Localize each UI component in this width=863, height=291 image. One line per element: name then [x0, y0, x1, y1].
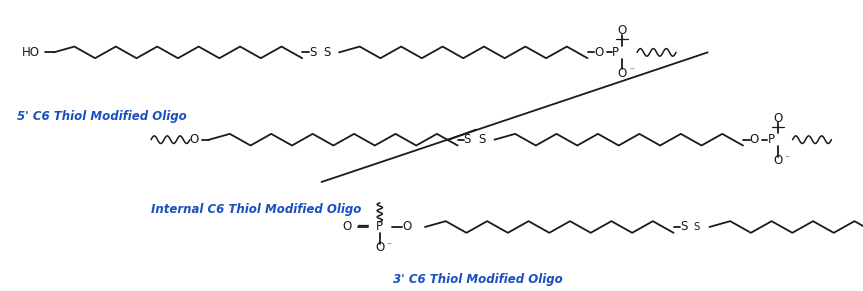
- Text: O: O: [750, 133, 759, 146]
- Text: HO: HO: [22, 46, 40, 59]
- Text: S: S: [681, 221, 688, 233]
- Text: S: S: [309, 46, 317, 59]
- Text: Internal C6 Thiol Modified Oligo: Internal C6 Thiol Modified Oligo: [151, 203, 362, 216]
- Text: S: S: [479, 133, 486, 146]
- Text: O: O: [618, 24, 627, 37]
- Text: 5' C6 Thiol Modified Oligo: 5' C6 Thiol Modified Oligo: [17, 110, 187, 123]
- Text: S: S: [463, 133, 471, 146]
- Text: 3' C6 Thiol Modified Oligo: 3' C6 Thiol Modified Oligo: [393, 273, 563, 286]
- Text: ⁻: ⁻: [387, 242, 392, 250]
- Text: O: O: [190, 133, 199, 146]
- Text: O: O: [618, 67, 627, 80]
- Text: O: O: [773, 154, 783, 167]
- Text: P: P: [376, 221, 383, 233]
- Text: S: S: [323, 46, 331, 59]
- Text: P: P: [612, 46, 619, 59]
- Text: O: O: [343, 221, 352, 233]
- Text: O: O: [402, 221, 412, 233]
- Text: S: S: [694, 222, 700, 232]
- Text: O: O: [595, 46, 604, 59]
- Text: ⁻: ⁻: [784, 154, 790, 163]
- Text: O: O: [773, 112, 783, 125]
- Text: P: P: [767, 133, 774, 146]
- Text: O: O: [375, 242, 384, 254]
- Text: ⁻: ⁻: [629, 67, 634, 76]
